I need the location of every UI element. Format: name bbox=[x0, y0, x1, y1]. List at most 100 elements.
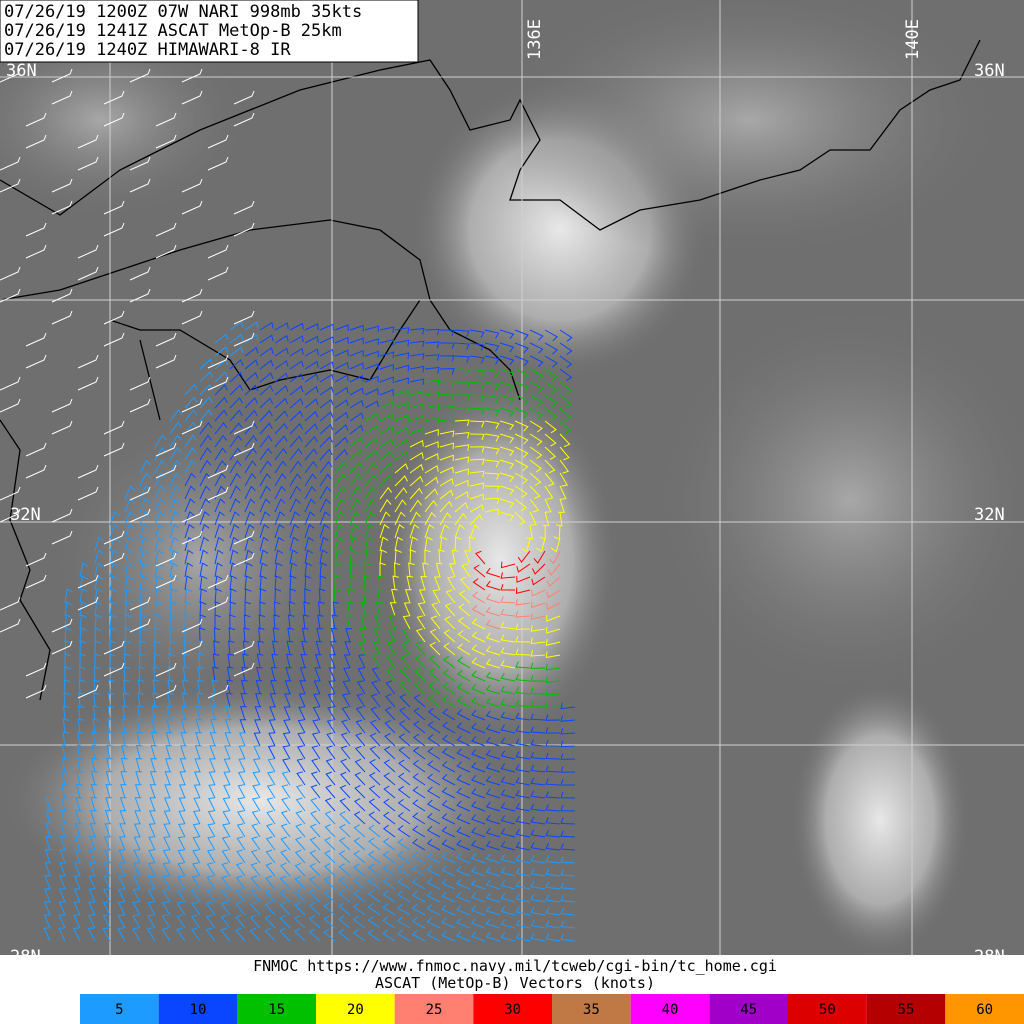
wind-barb bbox=[358, 641, 366, 656]
wind-barb bbox=[207, 134, 229, 149]
wind-barb bbox=[109, 510, 120, 526]
wind-barb bbox=[304, 423, 319, 435]
wind-barb bbox=[147, 875, 156, 890]
wind-barb bbox=[0, 178, 21, 193]
wind-barb bbox=[319, 562, 328, 578]
wind-barb bbox=[471, 683, 486, 695]
wind-barb bbox=[177, 862, 186, 877]
wind-barb bbox=[545, 829, 561, 838]
wind-barb bbox=[214, 447, 227, 461]
wind-barb bbox=[428, 668, 441, 682]
legend-value: 20 bbox=[347, 1002, 364, 1018]
wind-barb bbox=[79, 627, 87, 643]
wind-barb bbox=[279, 888, 291, 903]
wind-barb bbox=[397, 929, 411, 942]
wind-barb bbox=[484, 497, 500, 505]
wind-barb bbox=[51, 178, 73, 193]
wind-barb bbox=[139, 588, 148, 604]
wind-barb bbox=[279, 901, 291, 916]
wind-barb bbox=[398, 772, 411, 786]
wind-barb bbox=[75, 796, 83, 812]
wind-barb bbox=[530, 816, 546, 825]
wind-barb bbox=[184, 459, 197, 474]
wind-barb bbox=[147, 914, 156, 929]
wind-barb bbox=[273, 614, 280, 630]
wind-barb bbox=[271, 640, 279, 656]
wind-barb bbox=[439, 512, 452, 526]
wind-barb bbox=[500, 750, 516, 760]
wind-barb bbox=[139, 614, 147, 630]
wind-barb bbox=[484, 394, 500, 404]
wind-barb bbox=[559, 485, 567, 500]
wind-barb bbox=[441, 826, 456, 838]
wind-barb bbox=[240, 679, 248, 695]
wind-barb bbox=[0, 376, 21, 391]
wind-barb bbox=[233, 442, 255, 457]
wind-barb bbox=[233, 90, 255, 105]
wind-barb bbox=[60, 796, 68, 812]
wind-barb bbox=[124, 627, 132, 643]
wind-barb bbox=[468, 536, 476, 552]
wind-barb bbox=[560, 920, 576, 929]
wind-barb bbox=[64, 653, 71, 669]
wind-barb bbox=[515, 854, 531, 864]
wind-barb bbox=[194, 745, 202, 760]
wind-barb bbox=[394, 499, 407, 513]
wind-barb bbox=[214, 498, 226, 513]
wind-barb bbox=[394, 402, 409, 409]
wind-barb bbox=[559, 407, 572, 421]
wind-barb bbox=[109, 588, 118, 604]
wind-barb bbox=[184, 498, 196, 513]
wind-barb bbox=[500, 698, 516, 708]
wind-barb bbox=[155, 112, 177, 127]
wind-barb bbox=[454, 468, 469, 476]
wind-barb bbox=[153, 666, 160, 682]
wind-barb bbox=[330, 641, 337, 656]
wind-barb bbox=[244, 422, 258, 435]
wind-barb bbox=[324, 823, 336, 838]
wind-barb bbox=[148, 823, 156, 838]
wind-barb bbox=[259, 410, 273, 422]
wind-barb bbox=[308, 928, 321, 942]
wind-barb bbox=[529, 433, 543, 446]
wind-barb bbox=[530, 675, 546, 682]
wind-barb bbox=[289, 588, 296, 604]
wind-barb bbox=[515, 661, 531, 669]
wind-barb bbox=[75, 810, 82, 825]
wind-barb bbox=[151, 731, 158, 747]
wind-barb bbox=[123, 666, 131, 682]
wind-barb bbox=[207, 156, 229, 171]
wind-barb bbox=[256, 653, 264, 669]
wind-barb bbox=[77, 596, 99, 611]
wind-barb bbox=[259, 473, 272, 487]
wind-barb bbox=[209, 758, 216, 773]
wind-barb bbox=[485, 606, 501, 617]
wind-barb bbox=[78, 692, 85, 708]
wind-barb bbox=[281, 771, 291, 786]
wind-barb bbox=[469, 514, 483, 526]
wind-barb bbox=[154, 472, 166, 487]
wind-barb bbox=[244, 588, 252, 604]
wind-barb bbox=[500, 584, 516, 591]
wind-barb bbox=[367, 863, 381, 877]
wind-barb bbox=[327, 706, 336, 721]
wind-barb bbox=[349, 461, 363, 474]
wind-barb bbox=[88, 901, 96, 916]
wind-barb bbox=[514, 498, 527, 512]
wind-barb bbox=[210, 719, 217, 734]
header-line: 07/26/19 1240Z HIMAWARI-8 IR bbox=[4, 40, 291, 60]
wind-barb bbox=[244, 498, 256, 513]
wind-barb bbox=[500, 906, 516, 916]
wind-barb bbox=[412, 812, 426, 825]
wind-barb bbox=[368, 850, 381, 864]
wind-barb bbox=[469, 482, 485, 490]
wind-barb bbox=[412, 799, 426, 812]
wind-barb bbox=[456, 930, 471, 942]
wind-barb bbox=[470, 866, 486, 877]
wind-barb bbox=[441, 787, 456, 799]
wind-barb bbox=[133, 862, 141, 877]
wind-barb bbox=[418, 589, 426, 604]
wind-barb bbox=[148, 810, 156, 825]
wind-barb bbox=[243, 627, 250, 643]
wind-barb bbox=[103, 849, 111, 864]
